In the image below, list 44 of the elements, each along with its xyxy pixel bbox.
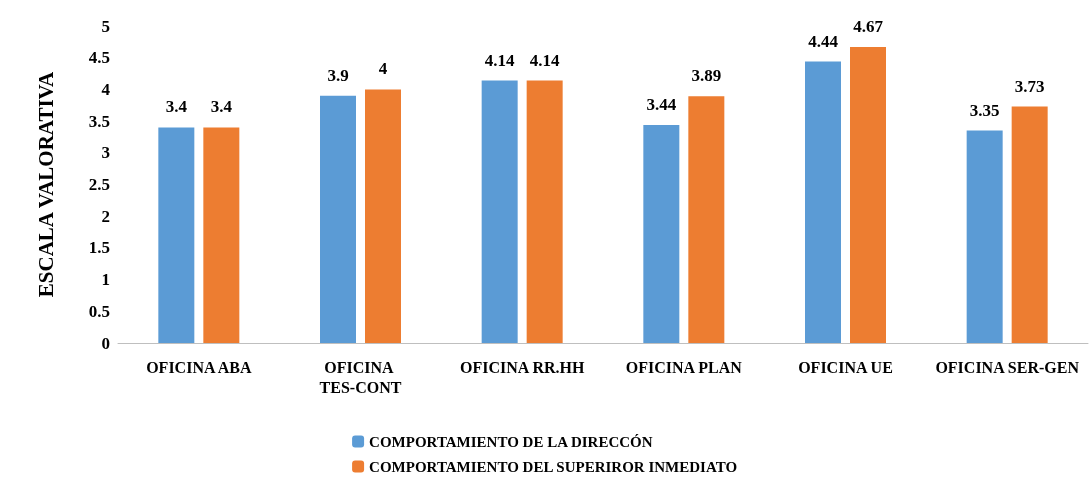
data-label: 4.67 — [853, 16, 884, 36]
bar — [365, 89, 401, 343]
bar — [526, 80, 563, 343]
data-label: 3.44 — [646, 94, 677, 114]
x-tick-label: OFICINA UE — [798, 358, 893, 376]
legend-label: COMPORTAMIENTO DEL SUPERIROR INMEDIATO — [369, 458, 738, 475]
bar — [688, 96, 725, 343]
bar — [481, 80, 518, 343]
bar — [966, 130, 1003, 343]
y-tick-label: 3 — [101, 143, 110, 163]
bar — [850, 46, 886, 343]
y-tick-label: 1 — [101, 270, 110, 290]
x-tick-label: OFICINA SER-GEN — [935, 358, 1080, 376]
data-label: 4.14 — [529, 50, 561, 70]
data-label: 3.35 — [969, 100, 1000, 120]
data-label: 3.73 — [1014, 76, 1045, 96]
data-label: 4.14 — [484, 50, 516, 70]
y-tick-label: 2.5 — [88, 175, 110, 194]
y-tick-label: 4.5 — [88, 48, 110, 68]
bar — [158, 127, 195, 343]
data-label: 4 — [378, 59, 388, 79]
y-tick-label: 4 — [101, 79, 111, 99]
bar — [203, 127, 240, 343]
data-label: 3.89 — [691, 66, 722, 86]
bar — [805, 61, 841, 343]
y-tick-label: 1.5 — [88, 238, 110, 258]
x-tick-label: OFICINA ABA — [146, 358, 252, 376]
y-tick-label: 5 — [101, 16, 110, 36]
data-label: 4.44 — [808, 31, 839, 51]
y-tick-label: 0.5 — [88, 301, 110, 321]
legend-label: COMPORTAMIENTO DE LA DIRECCÓN — [369, 433, 653, 450]
data-label: 3.4 — [165, 97, 188, 117]
x-tick-label: OFICINA PLAN — [625, 358, 743, 376]
y-axis-title: ESCALA VALORATIVA — [33, 70, 58, 298]
bar — [320, 95, 356, 343]
y-tick-label: 2 — [101, 206, 110, 226]
x-tick-label: OFICINA RR.HH — [459, 358, 585, 376]
bar — [643, 124, 680, 343]
bar — [1011, 106, 1048, 343]
data-label: 3.9 — [327, 65, 349, 85]
y-tick-label: 3.5 — [88, 111, 110, 131]
y-tick-label: 0 — [101, 333, 110, 353]
x-tick-label: OFICINA TES-CONT — [319, 358, 402, 396]
data-label: 3.4 — [210, 97, 233, 117]
